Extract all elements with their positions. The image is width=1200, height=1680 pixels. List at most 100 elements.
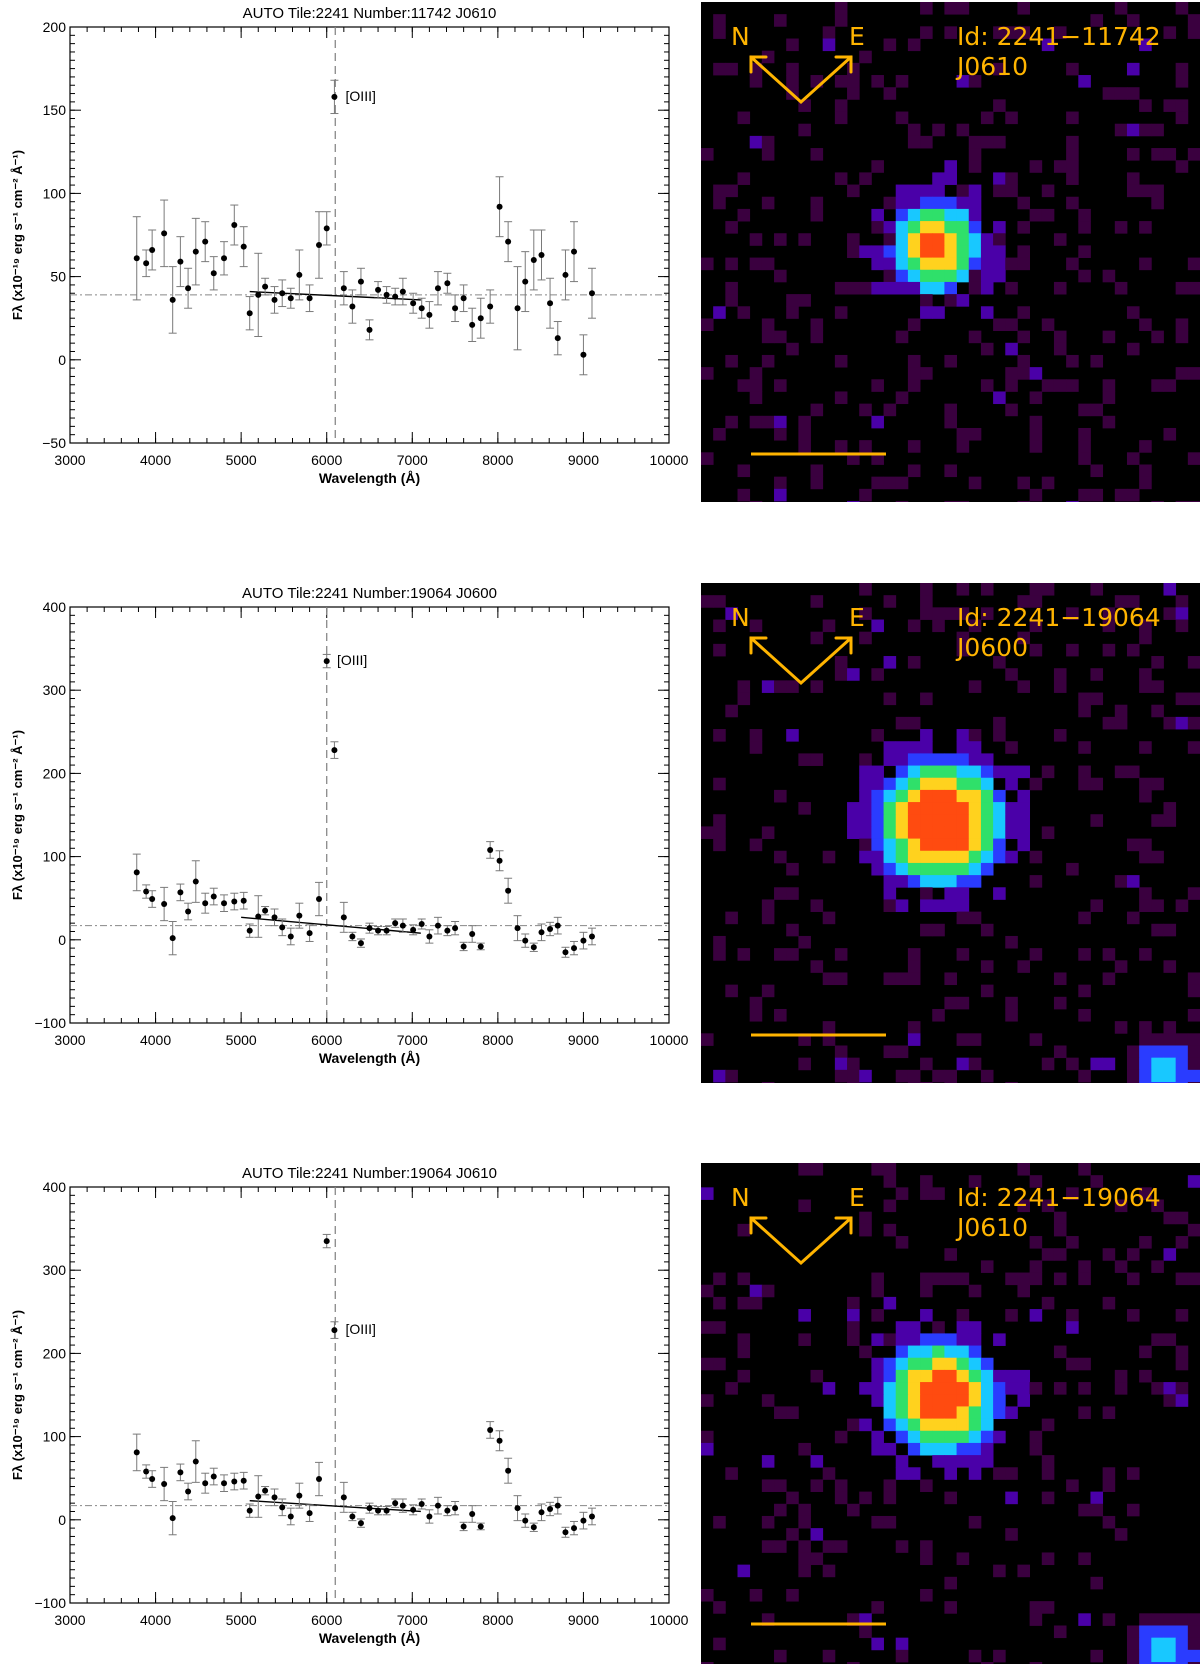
image-pixel <box>1102 1248 1116 1261</box>
x-tick-label: 5000 <box>226 1032 257 1048</box>
data-point <box>418 1500 425 1507</box>
image-pixel <box>701 318 714 332</box>
compass-arrowhead-east-icon <box>834 55 853 74</box>
image-pixel <box>810 595 824 608</box>
image-pixel <box>1066 1057 1079 1071</box>
image-pixel <box>907 1418 921 1432</box>
image-pixel <box>822 1382 836 1395</box>
image-pixel <box>1053 668 1067 681</box>
image-pixel <box>883 656 897 669</box>
image-pixel <box>786 923 799 937</box>
cutout-pixels-1 <box>701 2 1200 502</box>
image-pixel <box>944 172 957 185</box>
image-pixel <box>1041 208 1055 222</box>
image-pixel <box>895 1637 909 1651</box>
image-pixel <box>920 862 933 876</box>
image-pixel <box>956 1406 970 1419</box>
image-pixel <box>932 765 945 779</box>
image-pixel <box>895 1394 909 1407</box>
image-pixel <box>834 306 848 319</box>
image-pixel <box>1139 1045 1152 1059</box>
image-pixel <box>786 62 799 76</box>
image-pixel <box>1090 14 1104 27</box>
image-pixel <box>1029 1260 1043 1273</box>
image-pixel <box>871 765 884 779</box>
image-pixel <box>713 1272 726 1286</box>
image-pixel <box>1005 935 1018 949</box>
image-pixel <box>1005 1309 1018 1322</box>
image-pixel <box>956 838 970 852</box>
image-pixel <box>956 777 970 791</box>
image-pixel <box>883 1491 897 1505</box>
image-pixel <box>810 1552 824 1566</box>
image-pixel <box>1163 1069 1177 1083</box>
image-pixel <box>956 789 970 803</box>
image-pixel <box>883 862 897 876</box>
image-pixel <box>944 281 957 295</box>
image-pixel <box>944 875 957 888</box>
continuum-fit-line <box>249 290 421 301</box>
image-pixel <box>1175 1382 1189 1395</box>
image-pixel <box>1017 595 1031 608</box>
image-pixel <box>968 911 982 925</box>
image-pixel <box>834 281 848 295</box>
image-pixel <box>1126 87 1140 100</box>
image-pixel <box>907 850 921 864</box>
image-pixel <box>956 257 970 271</box>
image-pixel <box>920 306 933 319</box>
image-pixel <box>1053 342 1067 356</box>
image-pixel <box>798 802 811 815</box>
image-pixel <box>713 62 726 76</box>
x-axis-label: Wavelength (Å) <box>319 1630 420 1646</box>
image-pixel <box>798 1199 811 1213</box>
image-pixel <box>761 680 775 693</box>
image-pixel <box>944 802 957 815</box>
data-point <box>562 271 569 278</box>
image-pixel <box>1187 887 1200 900</box>
image-pixel <box>847 802 860 815</box>
image-pixel <box>980 1069 994 1083</box>
image-pixel <box>1017 196 1031 210</box>
image-pixel <box>968 233 982 246</box>
image-pixel <box>932 862 945 876</box>
image-pixel <box>1126 1069 1140 1083</box>
y-tick-label: 100 <box>43 849 67 865</box>
image-pixel <box>920 196 933 210</box>
image-pixel <box>1005 1082 1018 1083</box>
image-pixel <box>968 1333 982 1346</box>
data-point <box>469 321 476 328</box>
image-pixel <box>956 1394 970 1407</box>
data-point <box>588 1513 595 1520</box>
image-pixel <box>1114 704 1128 718</box>
data-point <box>185 285 192 292</box>
image-pixel <box>980 281 994 295</box>
data-point <box>375 1507 382 1514</box>
y-tick-label: 100 <box>43 185 67 201</box>
image-pixel <box>1126 1637 1140 1651</box>
image-pixel <box>822 38 836 52</box>
image-pixel <box>968 476 982 490</box>
image-pixel <box>774 330 787 344</box>
image-pixel <box>798 1163 811 1176</box>
data-point <box>487 303 494 310</box>
image-pixel <box>786 887 799 900</box>
image-pixel <box>786 1528 799 1541</box>
image-pixel <box>810 680 824 693</box>
image-pixel <box>968 1345 982 1359</box>
image-pixel <box>920 789 933 803</box>
image-pixel <box>774 1649 787 1663</box>
x-tick-label: 5000 <box>226 452 257 468</box>
image-pixel <box>1066 1187 1079 1200</box>
data-point <box>231 1478 238 1485</box>
image-pixel <box>944 269 957 283</box>
data-point <box>410 926 417 933</box>
image-pixel <box>1151 184 1164 198</box>
image-pixel <box>1029 427 1043 441</box>
image-pixel <box>737 948 751 961</box>
image-pixel <box>1090 1503 1104 1517</box>
image-pixel <box>1053 281 1067 295</box>
image-pixel <box>859 1491 872 1505</box>
image-pixel <box>1139 1625 1152 1639</box>
image-pixel <box>871 75 884 88</box>
image-pixel <box>956 948 970 961</box>
